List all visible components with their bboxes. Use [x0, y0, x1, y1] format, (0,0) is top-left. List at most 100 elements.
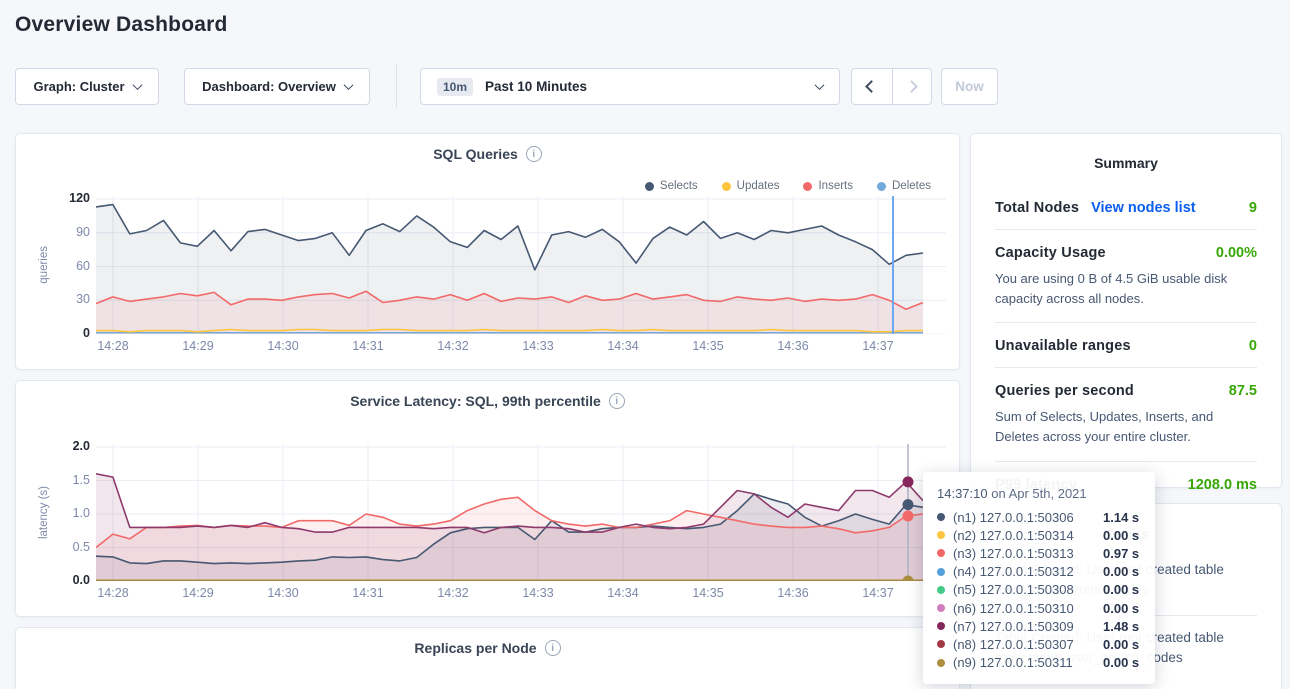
tooltip-node-row: (n9) 127.0.0.1:50311 0.00 s	[937, 654, 1141, 672]
node-color-dot-icon	[937, 640, 945, 649]
legend-item-updates[interactable]: Updates	[721, 180, 780, 192]
info-icon[interactable]: i	[608, 393, 625, 409]
node-color-dot-icon	[937, 604, 945, 613]
sql-queries-card: SQL Queries i Selects Updates Inserts Delet…	[15, 133, 960, 370]
y-axis-tick: 0.0	[72, 573, 90, 587]
legend-label: Inserts	[818, 180, 853, 192]
x-axis-tick: 14:29	[182, 586, 214, 600]
service-latency-plot[interactable]	[96, 444, 946, 581]
legend-label: Updates	[736, 180, 780, 192]
legend-label: Selects	[659, 180, 698, 192]
replicas-title-row: Replicas per Node i	[16, 640, 959, 656]
summary-header: Summary	[1094, 155, 1158, 171]
x-axis-tick: 14:37	[862, 586, 894, 600]
legend-item-deletes[interactable]: Deletes	[877, 180, 931, 192]
time-pager	[851, 68, 932, 105]
y-axis-tick: 2.0	[72, 439, 90, 453]
tooltip-node-label: (n6) 127.0.0.1:50310	[953, 600, 1074, 616]
qps-desc: Sum of Selects, Updates, Inserts, and De…	[995, 409, 1214, 445]
view-nodes-list-link[interactable]: View nodes list	[1091, 200, 1196, 216]
x-axis-tick: 14:29	[182, 339, 214, 353]
y-axis-tick: 1.5	[72, 472, 90, 487]
qps-label: Queries per second	[995, 383, 1134, 400]
time-range-dropdown[interactable]: 10m Past 10 Minutes	[420, 68, 840, 105]
tooltip-node-label: (n3) 127.0.0.1:50313	[953, 545, 1074, 561]
tooltip-node-row: (n3) 127.0.0.1:50313 0.97 s	[937, 544, 1141, 562]
service-latency-title-row: Service Latency: SQL, 99th percentile i	[16, 393, 959, 409]
tooltip-node-row: (n1) 127.0.0.1:50306 1.14 s	[937, 508, 1141, 526]
legend-item-selects[interactable]: Selects	[644, 180, 698, 192]
y-axis-tick: 0.5	[72, 539, 90, 554]
qps-value: 87.5	[1228, 383, 1257, 400]
y-axis-tick: 60	[76, 258, 90, 273]
tooltip-node-label: (n1) 127.0.0.1:50306	[953, 509, 1074, 525]
total-nodes-row: Total Nodes View nodes list 9	[995, 185, 1257, 230]
x-axis-tick: 14:33	[522, 586, 554, 600]
sql-queries-plot[interactable]	[96, 196, 946, 334]
tooltip-node-row: (n4) 127.0.0.1:50312 0.00 s	[937, 563, 1141, 581]
chart-hover-tooltip: 14:37:10 on Apr 5th, 2021 (n1) 127.0.0.1…	[923, 472, 1155, 684]
total-nodes-label: Total Nodes	[995, 200, 1080, 216]
x-axis-tick: 14:31	[352, 339, 384, 353]
toolbar-divider	[396, 64, 397, 108]
sql-queries-svg	[96, 196, 946, 334]
info-icon[interactable]: i	[525, 146, 542, 162]
x-axis-tick: 14:36	[777, 586, 809, 600]
time-range-label: Past 10 Minutes	[485, 79, 588, 94]
service-latency-card: Service Latency: SQL, 99th percentile i …	[15, 380, 960, 617]
x-axis-tick: 14:35	[692, 339, 724, 353]
tooltip-node-row: (n5) 127.0.0.1:50308 0.00 s	[937, 581, 1141, 599]
now-button-label: Now	[955, 79, 984, 94]
qps-row: Queries per second 87.5 Sum of Selects, …	[995, 368, 1257, 462]
tooltip-node-row: (n2) 127.0.0.1:50314 0.00 s	[937, 526, 1141, 544]
page-title: Overview Dashboard	[15, 13, 228, 36]
p99-latency-value: 1208.0 ms	[1187, 476, 1257, 493]
sql-queries-legend: Selects Updates Inserts Deletes	[644, 180, 931, 192]
tooltip-node-row: (n6) 127.0.0.1:50310 0.00 s	[937, 599, 1141, 617]
node-color-dot-icon	[937, 549, 945, 558]
y-axis-tick: 1.0	[72, 506, 90, 520]
x-axis-tick: 14:37	[862, 339, 894, 353]
chart-title: Replicas per Node	[414, 640, 537, 656]
x-axis-tick: 14:36	[777, 339, 809, 353]
chart-title: Service Latency: SQL, 99th percentile	[350, 393, 601, 409]
info-icon[interactable]: i	[544, 640, 561, 656]
chevron-down-icon	[343, 80, 354, 91]
dashboard-dropdown-label: Dashboard: Overview	[202, 79, 336, 94]
tooltip-node-label: (n8) 127.0.0.1:50307	[953, 636, 1074, 652]
x-axis-tick: 14:30	[267, 339, 299, 353]
dashboard-dropdown[interactable]: Dashboard: Overview	[184, 68, 370, 105]
sql-queries-title-row: SQL Queries i	[16, 146, 959, 162]
tooltip-node-label: (n4) 127.0.0.1:50312	[953, 564, 1074, 580]
node-color-dot-icon	[937, 531, 945, 540]
unavailable-ranges-row: Unavailable ranges 0	[995, 323, 1257, 369]
x-axis-tick: 14:31	[352, 586, 384, 600]
capacity-usage-value: 0.00%	[1215, 245, 1257, 261]
time-next-button[interactable]	[891, 69, 932, 104]
tooltip-node-value: 0.00 s	[1103, 600, 1140, 616]
graph-dropdown[interactable]: Graph: Cluster	[15, 68, 159, 105]
tooltip-node-row: (n8) 127.0.0.1:50307 0.00 s	[937, 635, 1141, 653]
tooltip-node-label: (n7) 127.0.0.1:50309	[953, 618, 1074, 634]
capacity-usage-label: Capacity Usage	[995, 245, 1106, 261]
y-axis-tick: 0	[83, 326, 90, 340]
legend-label: Deletes	[892, 180, 931, 192]
node-color-dot-icon	[937, 622, 945, 631]
x-axis-tick: 14:32	[437, 586, 469, 600]
capacity-usage-row: Capacity Usage 0.00% You are using 0 B o…	[995, 230, 1257, 324]
unavailable-ranges-value: 0	[1248, 338, 1257, 355]
service-latency-svg	[96, 444, 946, 581]
total-nodes-value: 9	[1248, 200, 1257, 216]
x-axis-tick: 14:28	[97, 586, 129, 600]
node-color-dot-icon	[937, 585, 945, 594]
node-color-dot-icon	[937, 513, 945, 522]
legend-dot-icon	[803, 181, 813, 191]
unavailable-ranges-label: Unavailable ranges	[995, 338, 1131, 355]
tooltip-timestamp: 14:37:10 on Apr 5th, 2021	[937, 486, 1087, 501]
node-color-dot-icon	[937, 658, 945, 667]
y-axis-tick: 90	[76, 224, 90, 239]
time-prev-button[interactable]	[852, 69, 892, 104]
now-button[interactable]: Now	[941, 68, 998, 105]
tooltip-node-value: 0.97 s	[1103, 545, 1140, 561]
legend-item-inserts[interactable]: Inserts	[803, 180, 853, 192]
